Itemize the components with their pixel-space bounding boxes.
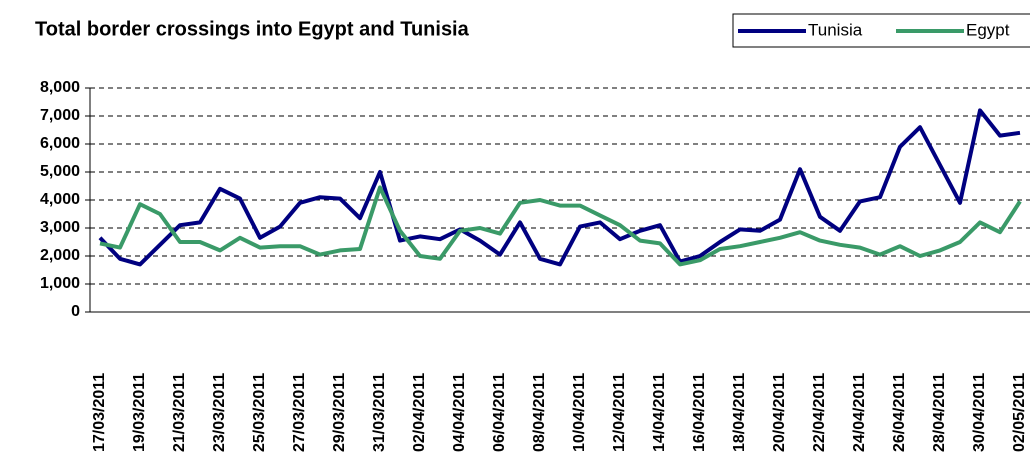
x-tick-label: 19/03/2011 bbox=[131, 373, 148, 452]
x-tick-label: 04/04/2011 bbox=[451, 373, 468, 452]
y-tick-label: 3,000 bbox=[40, 219, 80, 236]
legend-label: Tunisia bbox=[808, 20, 863, 39]
y-tick-label: 6,000 bbox=[40, 135, 80, 152]
x-tick-label: 08/04/2011 bbox=[531, 373, 548, 452]
x-tick-label: 10/04/2011 bbox=[571, 373, 588, 452]
y-tick-label: 2,000 bbox=[40, 247, 80, 264]
chart-title: Total border crossings into Egypt and Tu… bbox=[35, 18, 470, 40]
x-tick-label: 16/04/2011 bbox=[691, 373, 708, 452]
x-tick-label: 06/04/2011 bbox=[491, 373, 508, 452]
x-tick-label: 22/04/2011 bbox=[811, 373, 828, 452]
x-tick-label: 31/03/2011 bbox=[371, 373, 388, 452]
y-tick-label: 7,000 bbox=[40, 107, 80, 124]
x-tick-label: 12/04/2011 bbox=[611, 373, 628, 452]
y-tick-label: 1,000 bbox=[40, 275, 80, 292]
x-tick-label: 20/04/2011 bbox=[771, 373, 788, 452]
x-tick-label: 21/03/2011 bbox=[171, 373, 188, 452]
legend-label: Egypt bbox=[966, 20, 1010, 39]
series-line bbox=[98, 108, 1021, 267]
x-tick-label: 17/03/2011 bbox=[91, 373, 108, 452]
y-tick-label: 5,000 bbox=[40, 163, 80, 180]
y-tick-label: 8,000 bbox=[40, 79, 80, 96]
x-tick-label: 02/05/2011 bbox=[1011, 373, 1028, 452]
x-tick-label: 26/04/2011 bbox=[891, 373, 908, 452]
x-tick-label: 27/03/2011 bbox=[291, 373, 308, 452]
x-tick-label: 02/04/2011 bbox=[411, 373, 428, 452]
series-line bbox=[99, 185, 1022, 267]
x-tick-label: 23/03/2011 bbox=[211, 373, 228, 452]
y-tick-label: 0 bbox=[71, 303, 80, 320]
x-tick-label: 18/04/2011 bbox=[731, 373, 748, 452]
x-tick-label: 24/04/2011 bbox=[851, 373, 868, 452]
x-tick-label: 29/03/2011 bbox=[331, 373, 348, 452]
x-tick-label: 28/04/2011 bbox=[931, 373, 948, 452]
x-tick-label: 25/03/2011 bbox=[251, 373, 268, 452]
x-tick-label: 14/04/2011 bbox=[651, 373, 668, 452]
x-tick-label: 30/04/2011 bbox=[971, 373, 988, 452]
y-tick-label: 4,000 bbox=[40, 191, 80, 208]
